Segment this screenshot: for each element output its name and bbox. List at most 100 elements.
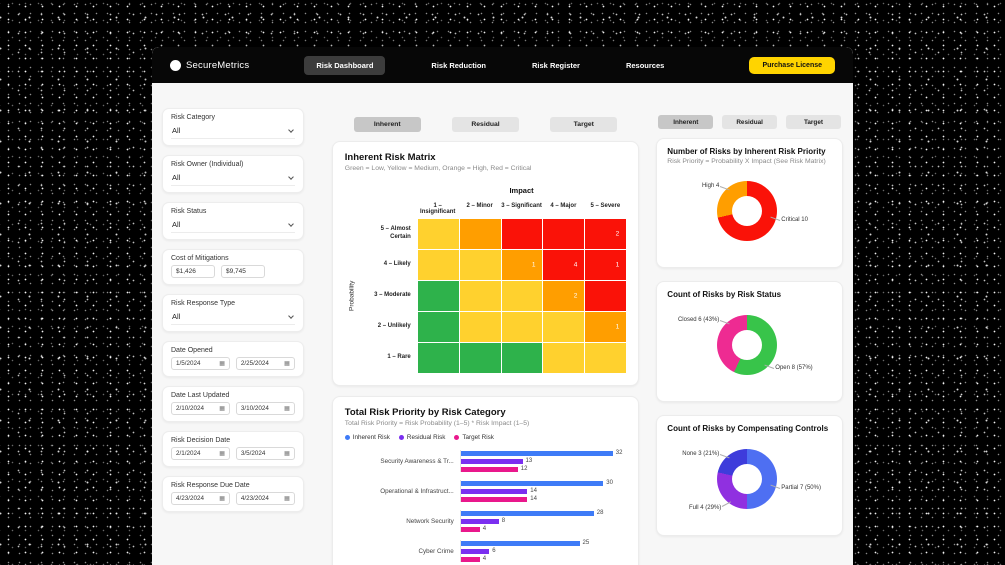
matrix-cell[interactable] [585,281,627,311]
matrix-cell[interactable] [501,219,543,249]
matrix-col-header: 2 – Minor [466,203,493,209]
donut-ring[interactable] [717,315,778,375]
filter-label: Risk Decision Date [171,437,231,444]
matrix-cell[interactable]: 4 [543,250,585,280]
matrix-cell[interactable] [459,281,501,311]
bar-residual-risk[interactable] [460,488,528,494]
matrix-cell[interactable]: 2 [543,281,585,311]
bar-target-risk[interactable] [460,466,518,472]
bar-inherent-risk[interactable] [460,480,604,486]
filter-risk-category: Risk Category All [162,108,304,146]
range-input-min[interactable]: $1,426 [171,265,215,278]
tab-residual[interactable]: Residual [722,115,778,129]
date-input-start[interactable]: 1/5/2024 ▦ [171,357,230,370]
bar-target-risk[interactable] [460,526,480,532]
legend-label: Residual Risk [406,434,446,441]
bar-inherent-risk[interactable] [460,510,594,516]
donut-chart: Critical 10 High 4 [667,169,832,257]
matrix-cell[interactable] [501,312,543,342]
probability-axis-label: Probability [348,280,356,312]
filter-dropdown[interactable]: All [171,124,295,139]
legend-dot [344,435,350,440]
bar-target-risk[interactable] [460,556,480,562]
bar-residual-risk[interactable] [460,458,523,464]
matrix-cell[interactable] [501,343,543,373]
card-subtitle: Total Risk Priority = Risk Probability (… [344,420,530,427]
matrix-cell[interactable] [459,343,501,373]
matrix-cell[interactable] [417,250,459,280]
nav-risk-dashboard[interactable]: Risk Dashboard [304,55,386,75]
bar-inherent-risk[interactable] [460,540,580,546]
matrix-cell[interactable] [459,312,501,342]
risk-count: 1 [531,261,536,269]
center-tabs: Inherent Residual Target [353,117,618,132]
date-input-end[interactable]: 4/23/2024 ▦ [235,492,295,505]
matrix-cell[interactable] [417,312,459,342]
legend-dot [454,435,460,440]
nav-resources[interactable]: Resources [625,60,665,70]
tab-inherent[interactable]: Inherent [658,115,714,129]
matrix-cell[interactable] [417,219,459,249]
matrix-cell[interactable] [459,250,501,280]
slice-label: None 3 (21%) [669,451,719,457]
bar-residual-risk[interactable] [460,548,490,554]
nav-risk-reduction[interactable]: Risk Reduction [431,60,487,70]
filter-dropdown[interactable]: All [171,310,295,325]
nav-risk-register[interactable]: Risk Register [532,60,580,70]
bar-category-row: Security Awareness & Tr... 32 13 12 [345,450,627,472]
matrix-cell[interactable] [543,219,585,249]
filter-dropdown[interactable]: All [171,171,295,186]
filter-label: Date Last Updated [171,392,230,399]
legend-item: Inherent Risk [344,434,390,441]
bar-category-row: Cyber Crime 25 6 4 [345,540,627,562]
purchase-license-button[interactable]: Purchase License [749,56,835,74]
matrix-cell[interactable] [417,343,459,373]
bar-target-risk[interactable] [460,496,528,502]
filter-daterange: 2/10/2024 ▦ 3/10/2024 ▦ [171,402,295,415]
donut-ring[interactable] [717,449,778,509]
date-input-start[interactable]: 4/23/2024 ▦ [171,492,230,505]
matrix-cell[interactable] [417,281,459,311]
bar-residual-risk[interactable] [460,518,499,524]
bar-value: 32 [615,450,623,456]
bar-rows: Security Awareness & Tr... 32 13 12 Operatio… [345,450,627,565]
date-input-end[interactable]: 3/10/2024 ▦ [235,402,295,415]
matrix-cell[interactable] [585,343,627,373]
date-input-start[interactable]: 2/1/2024 ▦ [171,447,230,460]
donut-ring[interactable] [717,181,778,241]
bar-value: 6 [492,548,496,554]
filter-risk-response-due-date: Risk Response Due Date 4/23/2024 ▦ 4/23/202… [162,476,304,512]
matrix-cell[interactable]: 1 [501,250,543,280]
date-input-start[interactable]: 2/10/2024 ▦ [171,402,230,415]
matrix-col-header: 5 – Severe [590,203,621,209]
filter-daterange: 1/5/2024 ▦ 2/25/2024 ▦ [171,357,295,370]
matrix-cell[interactable] [459,219,501,249]
card-title: Count of Risks by Compensating Controls [667,424,829,433]
brand-name: SecureMetrics [186,59,250,71]
matrix-cell[interactable] [501,281,543,311]
date-value: 1/5/2024 [176,360,201,367]
date-input-end[interactable]: 2/25/2024 ▦ [235,357,295,370]
bar-inherent-risk[interactable] [460,450,613,456]
card-subtitle: Risk Priority = Probability X Impact (Se… [667,158,826,165]
matrix-cell[interactable] [543,343,585,373]
matrix-row-label: 5 – Almost Certain [380,226,411,240]
matrix-body: Probability 5 – Almost Certain 2 4 – Likel… [345,219,627,373]
matrix-cell[interactable]: 2 [585,219,627,249]
date-input-end[interactable]: 3/5/2024 ▦ [235,447,295,460]
filter-dropdown[interactable]: All [171,218,295,233]
bar-line: 32 [460,450,627,456]
range-input-max[interactable]: $9,745 [221,265,265,278]
tab-inherent[interactable]: Inherent [353,117,421,132]
tab-target[interactable]: Target [785,115,841,129]
tab-target[interactable]: Target [550,117,618,132]
filter-label: Risk Owner (Individual) [171,161,244,168]
bar-category-row: Operational & Infrastruct... 30 14 14 [345,480,627,502]
tab-residual[interactable]: Residual [452,117,520,132]
matrix-cell[interactable] [543,312,585,342]
matrix-row-label: 4 – Likely [383,261,411,268]
matrix-cell[interactable]: 1 [585,250,627,280]
matrix-row-label: 3 – Moderate [374,292,411,299]
card-title: Number of Risks by Inherent Risk Priorit… [667,147,826,156]
matrix-cell[interactable]: 1 [585,312,627,342]
